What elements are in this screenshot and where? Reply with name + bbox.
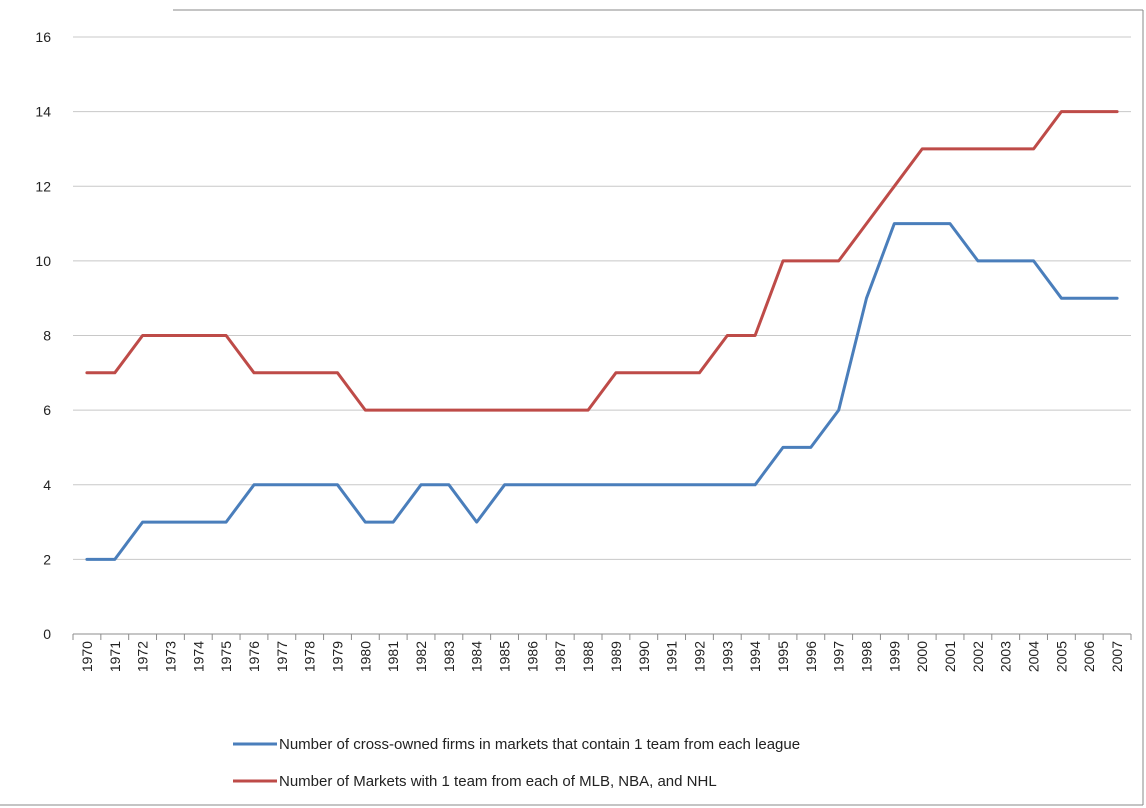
y-tick-label: 10 — [35, 253, 51, 269]
x-tick-label: 1976 — [246, 641, 262, 672]
x-tick-label: 1982 — [413, 641, 429, 672]
x-tick-label: 1977 — [274, 641, 290, 672]
x-tick-label: 1996 — [803, 641, 819, 672]
series-line-1 — [85, 222, 1119, 561]
x-tick-label: 1988 — [580, 641, 596, 672]
x-tick-label: 1979 — [330, 641, 346, 672]
y-tick-label: 0 — [43, 626, 51, 642]
x-tick-label: 2003 — [998, 641, 1014, 672]
legend-label-1: Number of cross-owned firms in markets t… — [279, 736, 800, 753]
x-tick-label: 1986 — [524, 641, 540, 672]
y-tick-label: 12 — [35, 178, 51, 194]
x-tick-label: 2004 — [1026, 641, 1042, 672]
x-tick-label: 1975 — [218, 641, 234, 672]
x-tick-label: 1980 — [357, 641, 373, 672]
x-tick-label: 2000 — [914, 641, 930, 672]
x-tick-label: 2001 — [942, 641, 958, 672]
x-tick-label: 1993 — [719, 641, 735, 672]
x-tick-label: 1981 — [385, 641, 401, 672]
x-tick-label: 1997 — [831, 641, 847, 672]
x-tick-label: 1974 — [190, 641, 206, 672]
x-tick-label: 1985 — [497, 641, 513, 672]
x-tick-label: 1984 — [469, 641, 485, 672]
y-tick-label: 6 — [43, 402, 51, 418]
x-tick-label: 1990 — [636, 641, 652, 672]
x-tick-label: 2002 — [970, 641, 986, 672]
y-tick-label: 2 — [43, 551, 51, 567]
x-tick-label: 1992 — [691, 641, 707, 672]
y-tick-label: 4 — [43, 477, 51, 493]
x-tick-label: 1998 — [859, 641, 875, 672]
y-tick-label: 8 — [43, 328, 51, 344]
x-tick-label: 1983 — [441, 641, 457, 672]
x-tick-label: 1991 — [664, 641, 680, 672]
x-tick-label: 1970 — [79, 641, 95, 672]
x-tick-label: 1978 — [302, 641, 318, 672]
x-tick-label: 1987 — [552, 641, 568, 672]
legend-label-2: Number of Markets with 1 team from each … — [279, 773, 717, 790]
series-line-2 — [85, 110, 1119, 412]
x-tick-label: 2007 — [1109, 641, 1125, 672]
x-tick-label: 1999 — [886, 641, 902, 672]
x-tick-label: 1972 — [135, 641, 151, 672]
x-tick-label: 2005 — [1053, 641, 1069, 672]
y-tick-label: 14 — [35, 104, 51, 120]
y-tick-label: 16 — [35, 29, 51, 45]
x-tick-label: 1995 — [775, 641, 791, 672]
x-tick-label: 1994 — [747, 641, 763, 672]
x-tick-label: 1973 — [162, 641, 178, 672]
x-tick-label: 1971 — [107, 641, 123, 672]
x-tick-label: 1989 — [608, 641, 624, 672]
x-tick-label: 2006 — [1081, 641, 1097, 672]
